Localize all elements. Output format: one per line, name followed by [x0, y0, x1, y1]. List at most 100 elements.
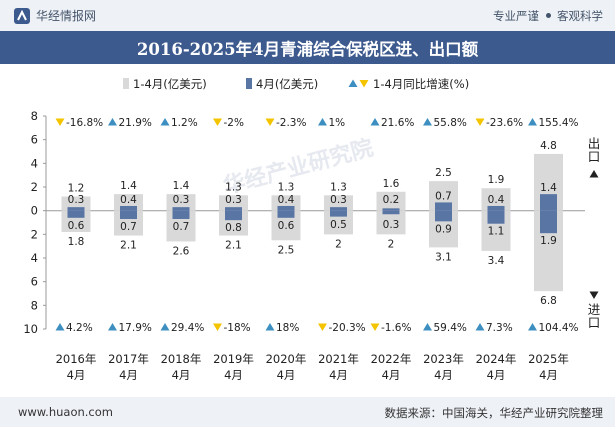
export-growth-label: 1% [329, 117, 346, 129]
export-growth-label: 1.2% [171, 117, 198, 129]
import-month-label: 0.5 [330, 219, 347, 231]
import-month-label: 0.9 [435, 223, 452, 235]
legend-growth-label: 1-4月同比增速(%) [373, 77, 469, 91]
export-month-label: 1.4 [540, 182, 557, 194]
x-tick-label-month: 4月 [67, 368, 86, 382]
import-growth-label: 7.3% [486, 322, 513, 334]
slogan: 专业严谨 客观科学 [493, 8, 603, 24]
export-month-bar [330, 207, 347, 211]
export-arrow-up-icon [589, 170, 599, 178]
import-month-label: 0.6 [68, 220, 85, 232]
slogan-tag-1: 专业严谨 [493, 9, 539, 23]
export-ytd-label: 1.3 [278, 181, 295, 193]
footer-url[interactable]: www.huaon.com [18, 405, 113, 419]
export-month-label: 0.3 [68, 194, 85, 206]
x-tick-label-year: 2025年 [528, 352, 569, 366]
x-tick-label-month: 4月 [277, 368, 296, 382]
y-tick-label: 2 [31, 180, 38, 194]
export-growth-label: -23.6% [486, 117, 523, 129]
footer-source: 数据来源：中国海关，华经产业研究院整理 [384, 406, 604, 420]
export-ytd-label: 1.3 [225, 181, 242, 193]
import-month-bar [382, 210, 400, 215]
import-growth-label: -20.3% [329, 322, 366, 334]
export-growth-triangle-icon [370, 118, 380, 126]
export-growth-triangle-icon [55, 118, 65, 126]
import-ytd-label: 2.5 [278, 244, 295, 256]
x-tick-label-month: 4月 [119, 368, 138, 382]
import-ytd-label: 1.8 [68, 236, 85, 248]
export-month-bar [225, 207, 242, 211]
export-month-bar [67, 207, 85, 211]
import-growth-triangle-icon [528, 323, 537, 331]
import-ytd-bar [376, 210, 406, 235]
export-growth-triangle-icon [475, 118, 485, 126]
brand-logo-icon [14, 7, 30, 24]
import-ytd-label: 2.1 [120, 240, 137, 252]
x-tick-label-month: 4月 [382, 368, 401, 382]
export-growth-triangle-icon [160, 118, 170, 126]
export-month-label: 0.4 [120, 194, 137, 206]
top-bar: 华经情报网 专业严谨 客观科学 [0, 0, 615, 31]
import-month-label: 0.7 [173, 221, 190, 233]
export-month-bar [435, 202, 452, 211]
import-month-label: 0.3 [383, 219, 400, 231]
x-tick-label-year: 2021年 [318, 352, 359, 366]
x-tick-label-year: 2016年 [56, 352, 97, 366]
x-tick-label-month: 4月 [434, 368, 453, 382]
legend-up-triangle-icon [348, 79, 358, 87]
export-month-label: 0.7 [435, 190, 452, 202]
import-growth-triangle-icon [423, 323, 432, 331]
x-tick-label-year: 2023年 [423, 352, 464, 366]
export-ytd-bar [219, 195, 248, 211]
export-growth-triangle-icon [318, 118, 327, 126]
export-ytd-label: 1.4 [173, 180, 190, 192]
x-tick-label-month: 4月 [539, 368, 558, 382]
export-month-label: 0.4 [278, 194, 295, 206]
export-ytd-bar [324, 195, 353, 211]
export-growth-triangle-icon [108, 118, 117, 126]
footer: www.huaon.com 数据来源：中国海关，华经产业研究院整理 [0, 397, 615, 427]
export-month-bar [487, 205, 505, 211]
import-side-label-1: 进 [588, 302, 601, 317]
import-growth-label: 29.4% [171, 322, 204, 334]
import-growth-label: 18% [276, 322, 299, 334]
export-growth-label: -2% [224, 117, 244, 129]
export-growth-triangle-icon [213, 118, 222, 126]
export-ytd-bar [376, 191, 406, 211]
y-tick-label: 0 [31, 204, 38, 218]
import-ytd-label: 6.8 [540, 295, 557, 307]
export-growth-label: -16.8% [66, 117, 103, 129]
import-growth-triangle-icon [475, 323, 485, 331]
x-tick-label-year: 2017年 [108, 352, 149, 366]
x-tick-label-year: 2022年 [371, 352, 412, 366]
import-month-bar [487, 210, 505, 224]
export-side-label-2: 口 [588, 149, 601, 164]
x-tick-label-month: 4月 [329, 368, 348, 382]
import-arrow-down-icon [589, 291, 599, 299]
import-growth-label: -18% [224, 322, 251, 334]
brand[interactable]: 华经情报网 [14, 7, 96, 24]
import-growth-triangle-icon [160, 323, 170, 331]
import-ytd-label: 2 [388, 238, 395, 250]
y-tick-label: 6 [31, 133, 38, 147]
import-month-label: 0.7 [120, 221, 137, 233]
import-growth-triangle-icon [213, 323, 222, 331]
export-growth-label: 55.8% [434, 117, 467, 129]
export-month-label: 0.3 [225, 194, 242, 206]
export-month-bar [172, 207, 190, 211]
import-month-bar [277, 210, 295, 218]
export-month-bar [277, 205, 295, 211]
y-tick-label: 8 [31, 298, 38, 312]
x-tick-label-month: 4月 [172, 368, 191, 382]
import-side-label-2: 口 [588, 315, 601, 330]
import-growth-label: 59.4% [434, 322, 467, 334]
y-tick-label: 6 [31, 275, 38, 289]
chart-title: 2016-2025年4月青浦综合保税区进、出口额 [0, 31, 615, 64]
x-tick-label-month: 4月 [224, 368, 243, 382]
export-growth-triangle-icon [528, 118, 537, 126]
import-ytd-label: 2 [335, 238, 342, 250]
legend-total-label: 1-4月(亿美元) [133, 77, 207, 91]
export-ytd-label: 1.9 [488, 174, 505, 186]
export-side-label-1: 出 [588, 136, 601, 151]
legend-month-label: 4月(亿美元) [256, 77, 318, 91]
